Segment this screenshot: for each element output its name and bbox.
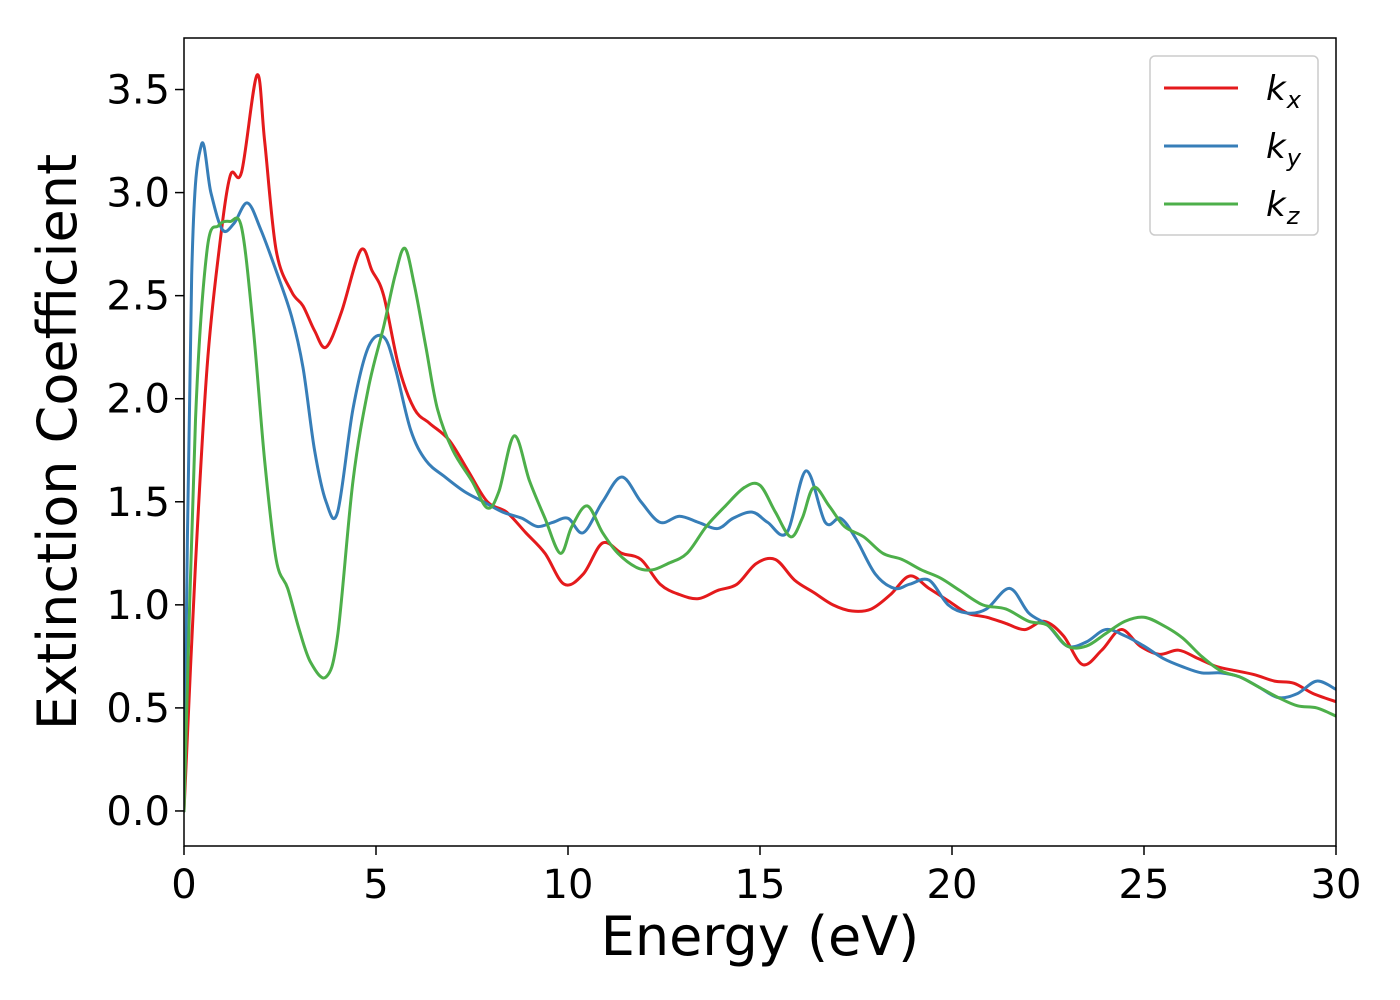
legend-label-kz: kz: [1266, 185, 1301, 230]
y-tick-label: 1.5: [106, 480, 170, 526]
legend-label-kx: kx: [1266, 69, 1302, 114]
y-tick-label: 2.0: [106, 377, 170, 423]
series-line-kz: [184, 216, 1336, 813]
x-tick-label: 25: [1119, 862, 1170, 908]
x-tick-label: 20: [927, 862, 978, 908]
series-line-ky: [184, 141, 1336, 813]
x-axis-title: Energy (eV): [601, 905, 920, 968]
y-tick-label: 0.5: [106, 686, 170, 732]
y-tick-label: 3.5: [106, 68, 170, 114]
y-tick-label: 0.0: [106, 789, 170, 835]
y-axis: 0.0 0.5 1.0 1.5 2.0 2.5 3.0 3.5: [106, 68, 184, 835]
x-tick-label: 0: [171, 862, 196, 908]
x-axis: 0 5 10 15 20 25 30: [171, 846, 1361, 908]
y-tick-label: 3.0: [106, 171, 170, 217]
x-tick-label: 15: [735, 862, 786, 908]
legend: kx ky kz: [1149, 55, 1319, 236]
y-tick-label: 2.5: [106, 274, 170, 320]
legend-label-ky: ky: [1266, 127, 1302, 172]
x-tick-label: 5: [363, 862, 388, 908]
y-tick-label: 1.0: [106, 583, 170, 629]
x-tick-label: 30: [1311, 862, 1362, 908]
series-line-kx: [184, 73, 1336, 813]
x-tick-label: 10: [543, 862, 594, 908]
y-axis-title: Extinction Coefficient: [26, 154, 89, 730]
series-lines: [184, 73, 1336, 813]
